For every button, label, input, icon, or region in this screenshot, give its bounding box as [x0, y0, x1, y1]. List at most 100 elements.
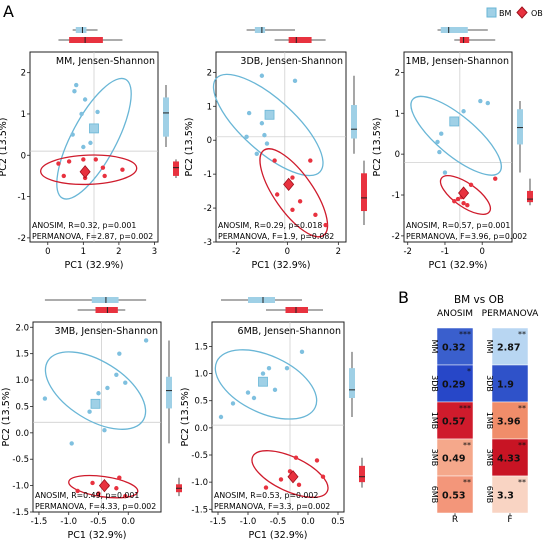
pcoa-6mb-x-tick-label: 0.0 [301, 517, 315, 527]
pcoa-mm-point-ob [102, 173, 107, 179]
pcoa-panel-6mb: -1.5 -1.0 -0.5 0.0 0.5 -1.5 -1.0 -0.5 0.0 0.5 1.0 1… [180, 297, 365, 541]
pcoa-6mb-y-tick-label: -0.5 [191, 451, 208, 461]
heatmap-cell-significance: *** [459, 330, 471, 339]
heatmap-cell-value: 0.49 [442, 454, 465, 465]
heatmap-cell [491, 438, 529, 477]
pcoa-3db-title: 3DB, Jensen-Shannon [240, 56, 343, 67]
pcoa-6mb-point-bm [251, 395, 257, 401]
pcoa-mm-point-bm [70, 132, 75, 137]
pcoa-1mb-y-tick-label: -2 [392, 232, 400, 242]
pcoa-mm-x-tick-label: 1 [81, 247, 86, 257]
pcoa-6mb-point-ob [263, 485, 269, 490]
pcoa-mm-y-tick-label: -1 [18, 193, 26, 203]
heatmap-row-label: 6MB [485, 486, 494, 503]
pcoa-1mb-point-bm [461, 109, 466, 114]
pcoa-6mb-centroid-bm [258, 376, 268, 387]
pcoa-panel-3db: -2 0 2 -3 -2 -1 0 1 2 PC1 (32.9%) PC2 (13.5%) 3DB, … [184, 27, 367, 271]
pcoa-mm-top-box-ob [69, 37, 103, 43]
pcoa-1mb-title: 1MB, Jensen-Shannon [406, 56, 509, 67]
pcoa-3mb-y-tick-label: 2.0 [15, 323, 29, 333]
pcoa-6mb-stats-line: ANOSIM, R=0.53, p=0.002 [214, 491, 318, 500]
pcoa-mm-y-tick-label: 2 [21, 69, 26, 79]
pcoa-mm-point-ob [81, 157, 86, 162]
pcoa-3mb-point-ob [123, 493, 128, 499]
pcoa-1mb-point-ob [493, 176, 498, 181]
pcoa-3db-stats-line: PERMANOVA, F=1.9, p=0.082 [218, 232, 334, 241]
pcoa-3db-point-ob [272, 158, 277, 163]
pcoa-6mb-point-ob [314, 458, 320, 463]
pcoa-1mb-ellipse-bm [410, 95, 502, 176]
pcoa-3db-point-ob [290, 175, 295, 180]
heatmap-cell-value: 4.33 [497, 454, 520, 465]
pcoa-3mb-y-tick-label: -1.5 [12, 508, 29, 518]
pcoa-mm-xlabel: PC1 (32.9%) [64, 260, 123, 271]
pcoa-1mb-point-bm [435, 139, 440, 145]
heatmap-row-label: 3DB [485, 375, 494, 392]
pcoa-6mb-point-bm [266, 365, 272, 371]
pcoa-3db-point-bm [246, 110, 252, 116]
pcoa-3mb-point-ob [117, 475, 122, 480]
pcoa-3db-y-tick-label: -3 [204, 238, 212, 248]
heatmap-row-label: 6MB [430, 486, 439, 503]
heatmap-column-header: PERMANOVA [482, 309, 540, 319]
pcoa-3db-y-tick-label: 1 [207, 102, 212, 112]
heatmap-cell-value: 1.9 [497, 380, 514, 391]
pcoa-1mb-y-tick-label: 0 [395, 150, 400, 160]
pcoa-3mb-y-tick-label: 1.5 [15, 350, 29, 360]
heatmap-cell-significance: ** [518, 441, 526, 450]
pcoa-1mb-stats-line: PERMANOVA, F=3.96, p=0.002 [406, 232, 527, 241]
pcoa-3db-point-ob [323, 222, 328, 228]
pcoa-1mb-top-box-ob [459, 37, 470, 43]
pcoa-3mb-point-bm [143, 338, 149, 343]
pcoa-3db-top-box-ob [288, 37, 312, 43]
heatmap-cell-significance: ** [463, 478, 471, 487]
legend: BM OB [486, 6, 543, 19]
heatmap-cell [491, 475, 529, 514]
pcoa-3db-point-ob [297, 199, 303, 204]
pcoa-1mb-top-box-bm [440, 27, 468, 33]
pcoa-6mb-right-box-ob [359, 465, 365, 483]
pcoa-3db-point-bm [262, 132, 267, 138]
pcoa-6mb-point-bm [299, 349, 305, 355]
pcoa-3mb-y-tick-label: 1.0 [15, 376, 29, 386]
pcoa-3mb-title: 3MB, Jensen-Shannon [55, 326, 158, 337]
pcoa-3mb-y-tick-label: 0.0 [15, 429, 29, 439]
pcoa-1mb-y-tick-label: -1 [392, 191, 400, 201]
pcoa-mm-right-box-bm [163, 97, 169, 137]
pcoa-6mb-y-tick-label: 0.5 [194, 397, 208, 407]
pcoa-mm-point-ob [93, 157, 98, 162]
heatmap-cell-significance: ** [518, 330, 526, 339]
pcoa-3mb-x-tick-label: -1.5 [31, 517, 48, 527]
pcoa-3mb-y-tick-label: 0.5 [15, 402, 29, 412]
pcoa-3mb-point-bm [87, 409, 92, 414]
panel-b-label: B [398, 288, 409, 307]
panel-a-label: A [3, 2, 14, 21]
pcoa-6mb-title: 6MB, Jensen-Shannon [238, 326, 341, 337]
legend-ob-label: OB [531, 9, 543, 18]
pcoa-6mb-y-tick-label: -1.5 [191, 505, 208, 515]
pcoa-mm-centroid-bm [89, 123, 99, 134]
pcoa-3mb-point-ob [90, 480, 95, 486]
pcoa-3db-y-tick-label: -2 [204, 204, 212, 214]
pcoa-3db-right-box-bm [351, 105, 357, 139]
pcoa-3db-centroid-ob [283, 177, 295, 191]
pcoa-mm-stats-line: PERMANOVA, F=2.87, p=0.002 [32, 232, 153, 241]
pcoa-3mb-point-bm [117, 351, 122, 356]
pcoa-3mb-point-bm [114, 372, 119, 377]
pcoa-3db-y-tick-label: 2 [207, 68, 212, 78]
pcoa-3mb-point-bm [42, 396, 48, 401]
pcoa-3mb-ellipse-bm [44, 351, 147, 430]
pcoa-3db-y-tick-label: -1 [204, 170, 212, 180]
pcoa-3db-point-ob [313, 212, 318, 218]
pcoa-mm-point-ob [56, 161, 61, 166]
pcoa-6mb-x-tick-label: 0.5 [331, 517, 345, 527]
pcoa-3mb-point-ob [75, 488, 80, 494]
pcoa-6mb-point-bm [260, 371, 266, 376]
pcoa-3db-ylabel: PC2 (13.5%) [184, 117, 195, 176]
pcoa-6mb-stats-line: PERMANOVA, F=3.3, p=0.002 [214, 502, 330, 511]
pcoa-6mb-top-box-bm [248, 297, 275, 303]
pcoa-3mb-stats-line: ANOSIM, R=0.49, p=0.001 [35, 491, 139, 500]
pcoa-1mb-y-tick-label: 2 [395, 68, 400, 78]
pcoa-1mb-stats-line: ANOSIM, R=0.57, p=0.001 [406, 221, 510, 230]
pcoa-1mb-point-bm [442, 170, 448, 175]
